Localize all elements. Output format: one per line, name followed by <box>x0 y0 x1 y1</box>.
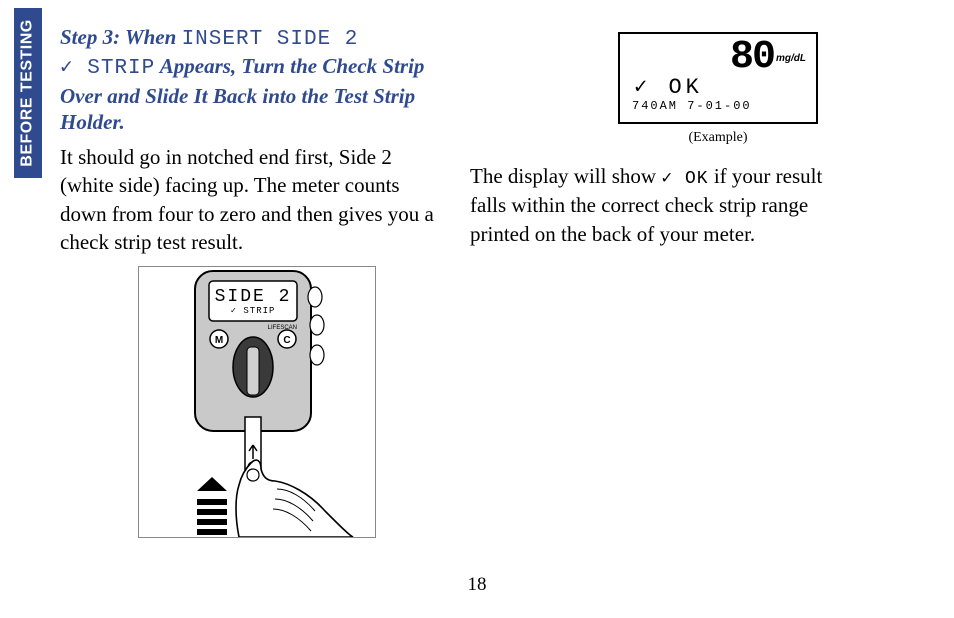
right-body-1: The display will show <box>470 164 661 188</box>
manual-page: BEFORE TESTING Step 3: When INSERT SIDE … <box>0 0 954 618</box>
left-body-text: It should go in notched end first, Side … <box>60 143 440 256</box>
display-unit: mg/dL <box>776 54 806 64</box>
right-body-text: The display will show ✓ OK if your resul… <box>470 162 860 248</box>
step-lcd-line1: INSERT SIDE 2 <box>182 28 359 51</box>
step-lcd-line2: ✓ STRIP <box>60 57 155 80</box>
display-timestamp: 740AM 7-01-00 <box>628 100 808 112</box>
display-value: 80 <box>730 38 774 78</box>
right-body-lcd: ✓ OK <box>661 169 708 189</box>
meter-illustration-svg: SIDE 2 ✓ STRIP LIFESCAN M C 2 <box>139 267 375 537</box>
step-heading: Step 3: When INSERT SIDE 2 ✓ STRIP Appea… <box>60 24 440 135</box>
display-example-box: 80mg/dL ✓ OK 740AM 7-01-00 <box>618 32 818 124</box>
meter-screen-line1: SIDE 2 <box>215 287 292 307</box>
step-prefix: Step 3: When <box>60 25 182 49</box>
meter-button-c: C <box>283 335 290 346</box>
meter-button-m: M <box>215 335 223 346</box>
page-number: 18 <box>0 574 954 596</box>
section-tab: BEFORE TESTING <box>14 8 42 178</box>
right-column: The display will show ✓ OK if your resul… <box>470 162 860 248</box>
example-caption: (Example) <box>618 130 818 146</box>
display-status: ✓ OK <box>628 78 808 98</box>
meter-screen-line2: ✓ STRIP <box>231 306 276 316</box>
section-tab-label: BEFORE TESTING <box>19 19 37 166</box>
meter-brand: LIFESCAN <box>268 325 297 331</box>
display-value-row: 80mg/dL <box>628 38 808 78</box>
meter-illustration: SIDE 2 ✓ STRIP LIFESCAN M C 2 <box>138 266 376 538</box>
left-column: Step 3: When INSERT SIDE 2 ✓ STRIP Appea… <box>60 24 440 256</box>
